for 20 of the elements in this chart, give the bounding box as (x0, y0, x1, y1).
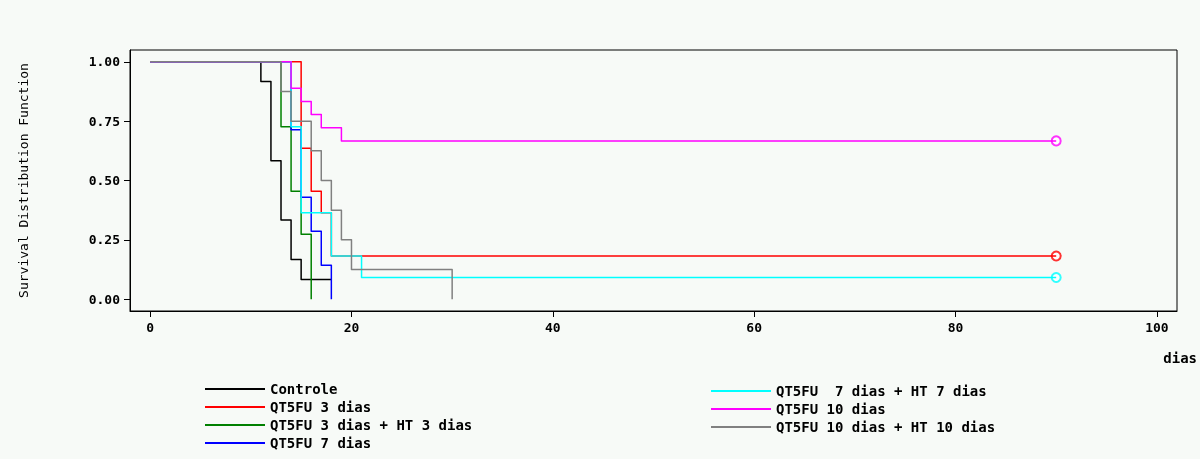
x-tick-label: 80 (947, 320, 964, 335)
y-tick-label: 0.75 (88, 113, 120, 129)
x-tick-label: 40 (545, 320, 561, 335)
x-tick-label: 20 (343, 320, 360, 335)
y-tick-label: 0.50 (88, 173, 121, 188)
y-tick-label: 0.00 (88, 291, 121, 307)
x-tick-label: 0 (146, 320, 155, 335)
x-axis-title: dias (1163, 350, 1197, 366)
legend-label: QT5FU 10 dias + HT 10 dias (776, 419, 996, 435)
legend-label: QT5FU 7 dias + HT 7 dias (776, 383, 987, 399)
y-tick-label: 1.00 (88, 54, 121, 70)
legend-label: QT5FU 3 dias (270, 399, 372, 415)
legend-label: QT5FU 7 dias (270, 435, 372, 451)
x-tick-label: 60 (746, 320, 763, 335)
y-tick-label: 0.25 (88, 232, 120, 248)
y-axis-title: Survival Distribution Function (16, 63, 31, 298)
legend-label: QT5FU 3 dias + HT 3 dias (270, 417, 473, 433)
x-tick-label: 100 (1145, 320, 1169, 335)
legend-label: QT5FU 10 dias (776, 401, 886, 417)
legend-label: Controle (270, 381, 338, 397)
